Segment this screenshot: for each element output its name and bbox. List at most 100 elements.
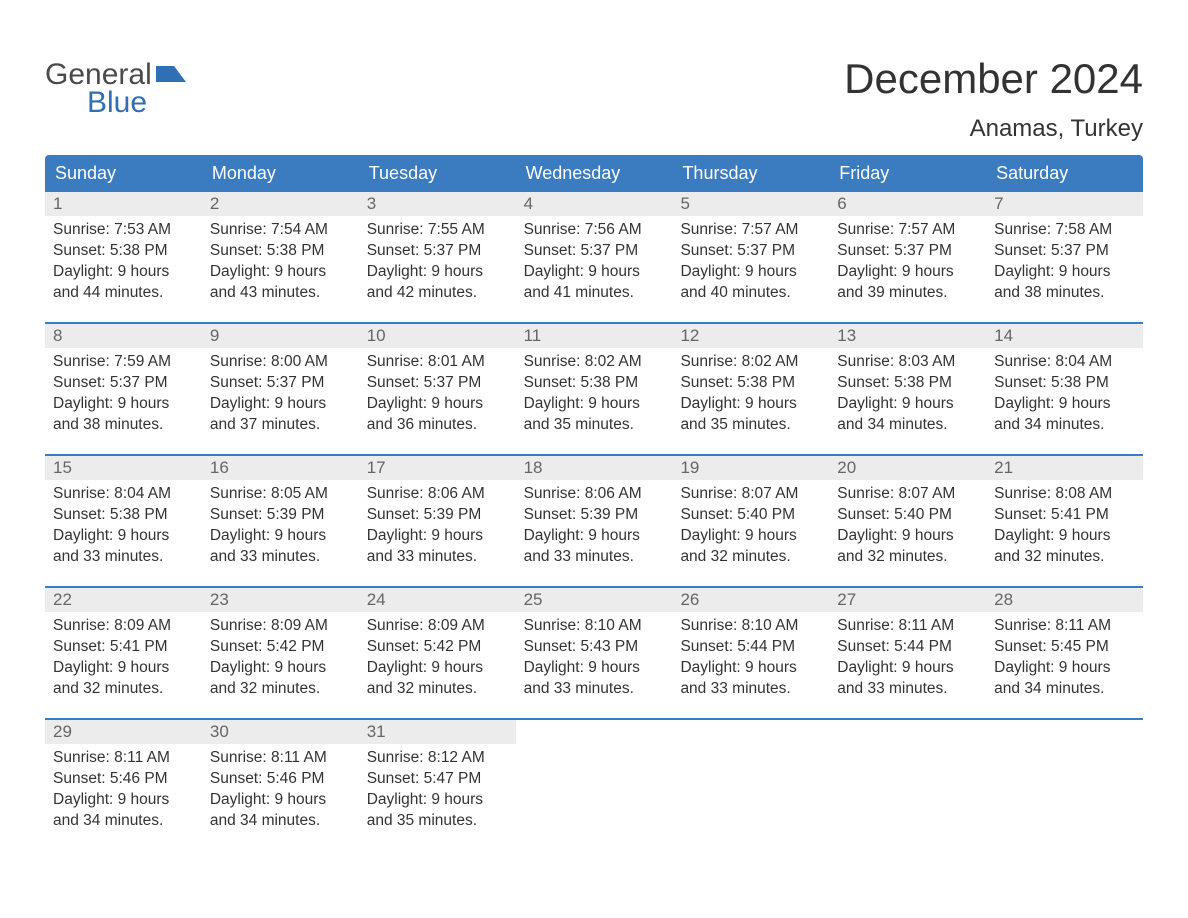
daylight-text-2: and 34 minutes. [210,811,351,832]
day-cell: 20Sunrise: 8:07 AMSunset: 5:40 PMDayligh… [829,456,986,582]
daylight-text-2: and 44 minutes. [53,283,194,304]
day-header: Saturday [986,155,1143,192]
sunset-text: Sunset: 5:39 PM [210,505,351,526]
day-cell: 18 Sunrise: 8:06 AMSunset: 5:39 PMDayligh… [516,456,673,582]
daylight-text: Daylight: 9 hours [524,394,665,415]
day-body: Sunrise: 8:05 AMSunset: 5:39 PMDaylight:… [202,480,359,576]
sunset-text: Sunset: 5:37 PM [367,373,508,394]
daylight-text: Daylight: 9 hours [210,790,351,811]
sunrise-text: Sunrise: 8:06 AM [524,484,665,505]
day-body: Sunrise: 8:10 AMSunset: 5:44 PMDaylight:… [672,612,829,708]
day-body: Sunrise: 7:55 AMSunset: 5:37 PMDaylight:… [359,216,516,312]
daylight-text-2: and 34 minutes. [994,679,1135,700]
daylight-text-2: and 35 minutes. [367,811,508,832]
day-body: Sunrise: 8:02 AMSunset: 5:38 PMDaylight:… [516,348,673,444]
daylight-text-2: and 33 minutes. [367,547,508,568]
day-cell: 17Sunrise: 8:06 AMSunset: 5:39 PMDayligh… [359,456,516,582]
day-cell: 25Sunrise: 8:10 AMSunset: 5:43 PMDayligh… [516,588,673,714]
day-body: Sunrise: 7:57 AMSunset: 5:37 PMDaylight:… [672,216,829,312]
sunrise-text: Sunrise: 8:02 AM [680,352,821,373]
calendar-week: 1Sunrise: 7:53 AMSunset: 5:38 PMDaylight… [45,192,1143,318]
sunset-text: Sunset: 5:44 PM [837,637,978,658]
daylight-text: Daylight: 9 hours [53,526,194,547]
sunset-text: Sunset: 5:39 PM [524,505,665,526]
day-body: Sunrise: 8:04 AMSunset: 5:38 PMDaylight:… [45,480,202,576]
sunrise-text: Sunrise: 8:09 AM [367,616,508,637]
daylight-text-2: and 35 minutes. [524,415,665,436]
day-header: Tuesday [359,155,516,192]
day-body: Sunrise: 7:57 AMSunset: 5:37 PMDaylight:… [829,216,986,312]
day-cell: 24Sunrise: 8:09 AMSunset: 5:42 PMDayligh… [359,588,516,714]
daylight-text-2: and 38 minutes. [994,283,1135,304]
daylight-text: Daylight: 9 hours [524,526,665,547]
daylight-text-2: and 32 minutes. [837,547,978,568]
daylight-text: Daylight: 9 hours [994,394,1135,415]
daylight-text-2: and 33 minutes. [837,679,978,700]
day-cell: 9Sunrise: 8:00 AMSunset: 5:37 PMDaylight… [202,324,359,450]
sunrise-text: Sunrise: 8:04 AM [53,484,194,505]
daylight-text: Daylight: 9 hours [524,262,665,283]
sunrise-text: Sunrise: 7:55 AM [367,220,508,241]
sunset-text: Sunset: 5:43 PM [524,637,665,658]
day-number: 16 [202,456,359,480]
daylight-text-2: and 32 minutes. [210,679,351,700]
daylight-text-2: and 33 minutes. [524,679,665,700]
day-number: 12 [672,324,829,348]
daylight-text: Daylight: 9 hours [994,658,1135,679]
day-number: 15 [45,456,202,480]
daylight-text: Daylight: 9 hours [837,394,978,415]
daylight-text: Daylight: 9 hours [680,526,821,547]
daylight-text: Daylight: 9 hours [210,658,351,679]
day-number: 14 [986,324,1143,348]
daylight-text-2: and 32 minutes. [994,547,1135,568]
sunrise-text: Sunrise: 8:08 AM [994,484,1135,505]
sunrise-text: Sunrise: 7:56 AM [524,220,665,241]
daylight-text-2: and 42 minutes. [367,283,508,304]
daylight-text-2: and 32 minutes. [53,679,194,700]
day-number-bar [672,720,829,746]
day-body: Sunrise: 8:00 AMSunset: 5:37 PMDaylight:… [202,348,359,444]
day-number: 22 [45,588,202,612]
day-number: 1 [45,192,202,216]
day-number: 31 [359,720,516,744]
day-header-row: SundayMondayTuesdayWednesdayThursdayFrid… [45,155,1143,192]
day-cell: 1Sunrise: 7:53 AMSunset: 5:38 PMDaylight… [45,192,202,318]
sunset-text: Sunset: 5:38 PM [680,373,821,394]
day-body: Sunrise: 8:11 AMSunset: 5:44 PMDaylight:… [829,612,986,708]
day-cell: 21Sunrise: 8:08 AMSunset: 5:41 PMDayligh… [986,456,1143,582]
day-number-bar [986,720,1143,746]
day-body: Sunrise: 7:56 AMSunset: 5:37 PMDaylight:… [516,216,673,312]
sunrise-text: Sunrise: 8:06 AM [367,484,508,505]
day-body: Sunrise: 8:07 AMSunset: 5:40 PMDaylight:… [829,480,986,576]
calendar-grid: SundayMondayTuesdayWednesdayThursdayFrid… [45,155,1143,846]
day-cell [516,720,673,846]
day-number: 21 [986,456,1143,480]
day-body: Sunrise: 8:06 AMSunset: 5:39 PMDaylight:… [359,480,516,576]
sunset-text: Sunset: 5:40 PM [680,505,821,526]
sunrise-text: Sunrise: 7:58 AM [994,220,1135,241]
day-cell: 7Sunrise: 7:58 AMSunset: 5:37 PMDaylight… [986,192,1143,318]
daylight-text-2: and 34 minutes. [837,415,978,436]
day-cell: 29Sunrise: 8:11 AMSunset: 5:46 PMDayligh… [45,720,202,846]
sunrise-text: Sunrise: 7:59 AM [53,352,194,373]
day-body: Sunrise: 7:59 AMSunset: 5:37 PMDaylight:… [45,348,202,444]
day-number: 17 [359,456,516,480]
daylight-text: Daylight: 9 hours [367,262,508,283]
calendar-week: 29Sunrise: 8:11 AMSunset: 5:46 PMDayligh… [45,718,1143,846]
day-body: Sunrise: 8:12 AMSunset: 5:47 PMDaylight:… [359,744,516,840]
day-number: 25 [516,588,673,612]
daylight-text: Daylight: 9 hours [524,658,665,679]
day-number: 18 [516,456,673,480]
sunset-text: Sunset: 5:46 PM [53,769,194,790]
day-number: 29 [45,720,202,744]
day-cell [986,720,1143,846]
day-body: Sunrise: 8:10 AMSunset: 5:43 PMDaylight:… [516,612,673,708]
daylight-text: Daylight: 9 hours [367,658,508,679]
daylight-text: Daylight: 9 hours [210,394,351,415]
day-number: 23 [202,588,359,612]
daylight-text-2: and 43 minutes. [210,283,351,304]
daylight-text: Daylight: 9 hours [53,262,194,283]
day-body: Sunrise: 8:11 AMSunset: 5:45 PMDaylight:… [986,612,1143,708]
day-number: 7 [986,192,1143,216]
day-number-bar [516,720,673,746]
